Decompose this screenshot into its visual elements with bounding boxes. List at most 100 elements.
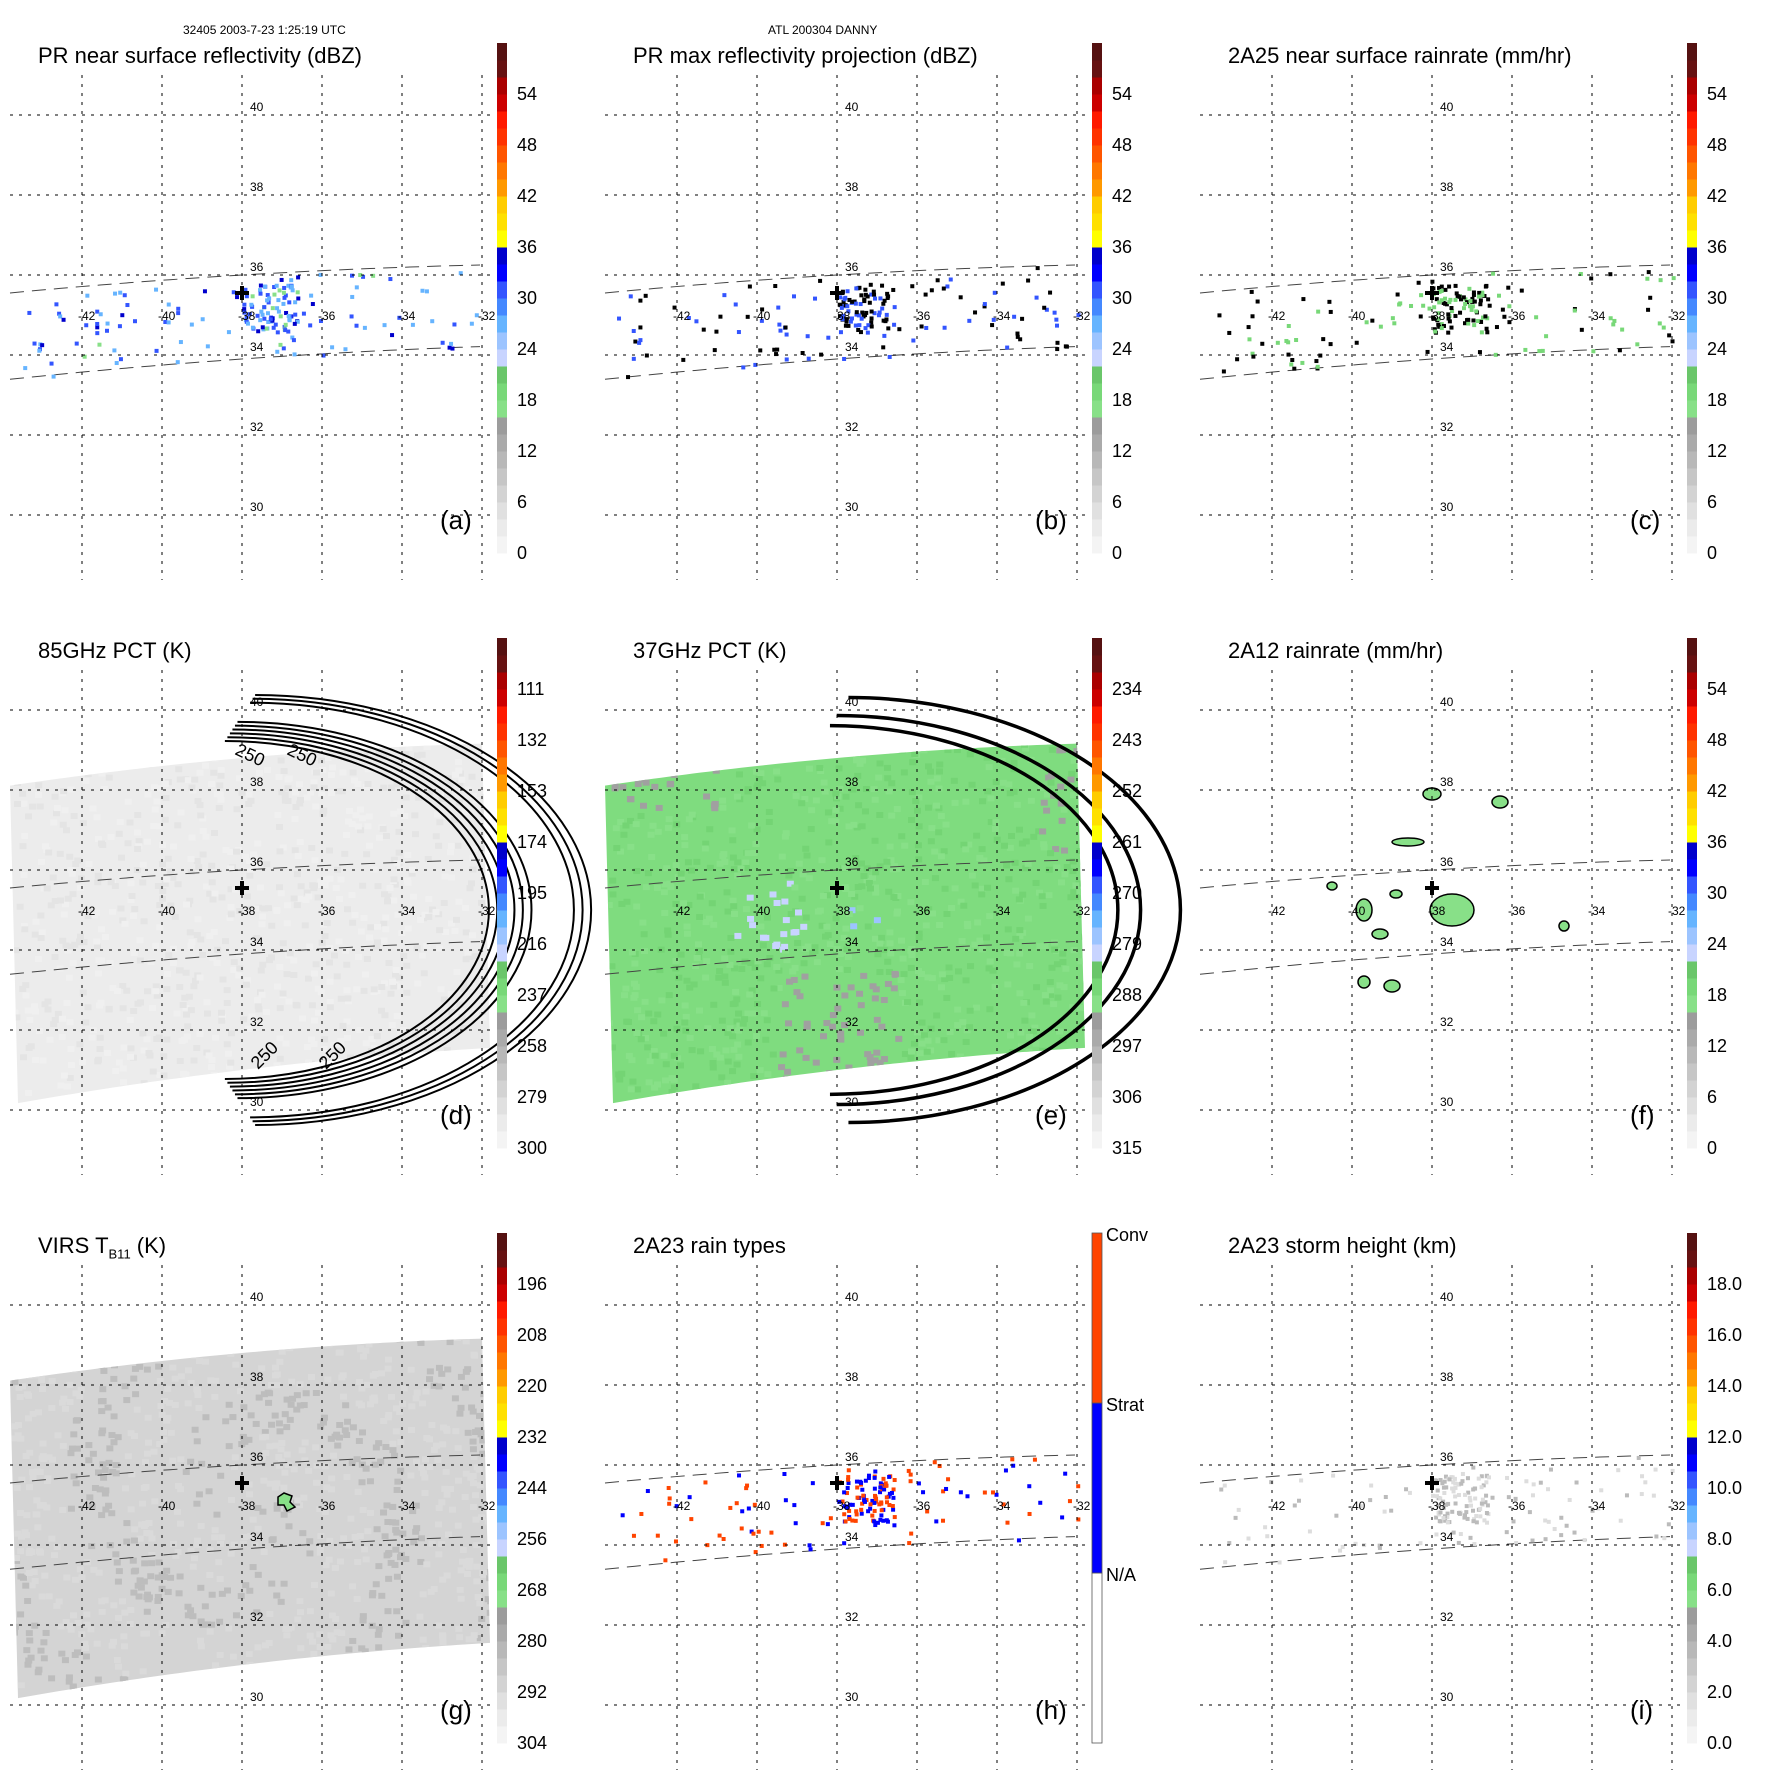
lon-tick-label: -32	[1073, 1499, 1091, 1513]
pixel	[1461, 295, 1466, 300]
pixel	[109, 1468, 117, 1475]
pixel	[19, 790, 27, 797]
pixel	[1062, 965, 1070, 972]
pixel	[982, 304, 987, 309]
pixel	[328, 790, 336, 797]
pixel	[227, 903, 235, 910]
pixel	[342, 1402, 350, 1409]
pixel	[69, 959, 77, 966]
pixel	[1483, 1500, 1488, 1505]
pixel	[87, 1626, 95, 1633]
pixel	[832, 790, 840, 797]
pixel	[233, 806, 241, 813]
pixel	[1538, 1480, 1543, 1485]
pixel	[716, 968, 724, 975]
pixel	[1661, 325, 1666, 330]
pixel	[242, 307, 247, 312]
pixel	[15, 1384, 23, 1391]
pixel	[746, 991, 754, 998]
pixel	[1667, 333, 1672, 338]
pixel	[443, 1427, 451, 1434]
colorbar-segment	[497, 689, 507, 707]
pixel	[110, 1602, 118, 1609]
lat-tick-label: 38	[845, 1370, 859, 1384]
pixel	[113, 1559, 121, 1566]
pixel	[242, 302, 247, 307]
pixel	[840, 907, 848, 914]
lon-tick-label: -34	[1588, 904, 1606, 918]
pixel	[69, 1683, 77, 1690]
pixel	[84, 323, 89, 328]
pixel	[403, 989, 411, 996]
pixel	[751, 1531, 756, 1536]
pixel	[76, 1393, 84, 1400]
pixel	[142, 1483, 150, 1490]
pixel	[165, 952, 173, 959]
pixel	[66, 1398, 74, 1405]
pixel	[243, 893, 251, 900]
pixel	[848, 1502, 853, 1507]
pixel	[132, 319, 137, 324]
pixel	[734, 1041, 742, 1048]
pixel	[1438, 1478, 1443, 1483]
pixel	[718, 314, 723, 319]
colorbar-segment	[1091, 1232, 1103, 1404]
panel-title: VIRS TB11 (K)	[38, 1233, 166, 1261]
colorbar-tick-label: 8.0	[1707, 1529, 1732, 1549]
pixel	[276, 963, 284, 970]
pixel	[898, 747, 906, 754]
pixel	[159, 888, 167, 895]
pixel	[750, 850, 758, 857]
pixel	[887, 857, 895, 864]
pixel	[384, 1365, 392, 1372]
pixel	[185, 993, 193, 1000]
pixel	[341, 1089, 349, 1096]
pixel	[696, 760, 704, 767]
pixel	[842, 1504, 847, 1509]
pixel	[43, 885, 51, 892]
pixel	[262, 1449, 270, 1456]
pixel	[343, 1034, 351, 1041]
pixel	[276, 1055, 284, 1062]
colorbar-segment	[497, 400, 507, 418]
pixel	[901, 842, 909, 849]
colorbar-segment	[497, 1012, 507, 1030]
pixel	[459, 1086, 467, 1093]
pixel	[222, 1418, 230, 1425]
pixel	[343, 961, 351, 968]
pixel	[941, 1066, 949, 1073]
pixel	[254, 1504, 262, 1511]
colorbar-segment	[1092, 128, 1102, 146]
pixel	[121, 1485, 129, 1492]
pixel	[841, 865, 849, 872]
pixel	[754, 1000, 762, 1007]
lon-tick-label: -40	[158, 904, 176, 918]
pixel	[465, 1563, 473, 1570]
pixel	[425, 1436, 433, 1443]
pixel	[284, 902, 292, 909]
pixel	[935, 829, 943, 836]
pixel	[697, 1048, 705, 1055]
pixel	[325, 959, 333, 966]
pixel	[1082, 980, 1085, 987]
pixel	[863, 865, 871, 872]
pixel	[662, 1077, 670, 1084]
pixel	[407, 1366, 415, 1373]
colorbar-tick-label: 252	[1112, 781, 1142, 801]
pixel	[458, 1014, 466, 1021]
pixel	[673, 1539, 678, 1544]
pixel	[1037, 785, 1045, 792]
pixel	[130, 913, 138, 920]
pixel	[186, 929, 194, 936]
pixel	[1035, 828, 1043, 835]
pixel	[158, 842, 166, 849]
pixel	[1045, 892, 1053, 899]
pixel	[1456, 1510, 1461, 1515]
pixel	[746, 1506, 751, 1511]
pixel	[19, 843, 27, 850]
pixel	[1439, 284, 1444, 289]
colorbar-category-label: Strat	[1106, 1395, 1144, 1415]
pixel	[966, 1007, 974, 1014]
pixel	[14, 1432, 22, 1439]
pixel	[791, 884, 799, 891]
